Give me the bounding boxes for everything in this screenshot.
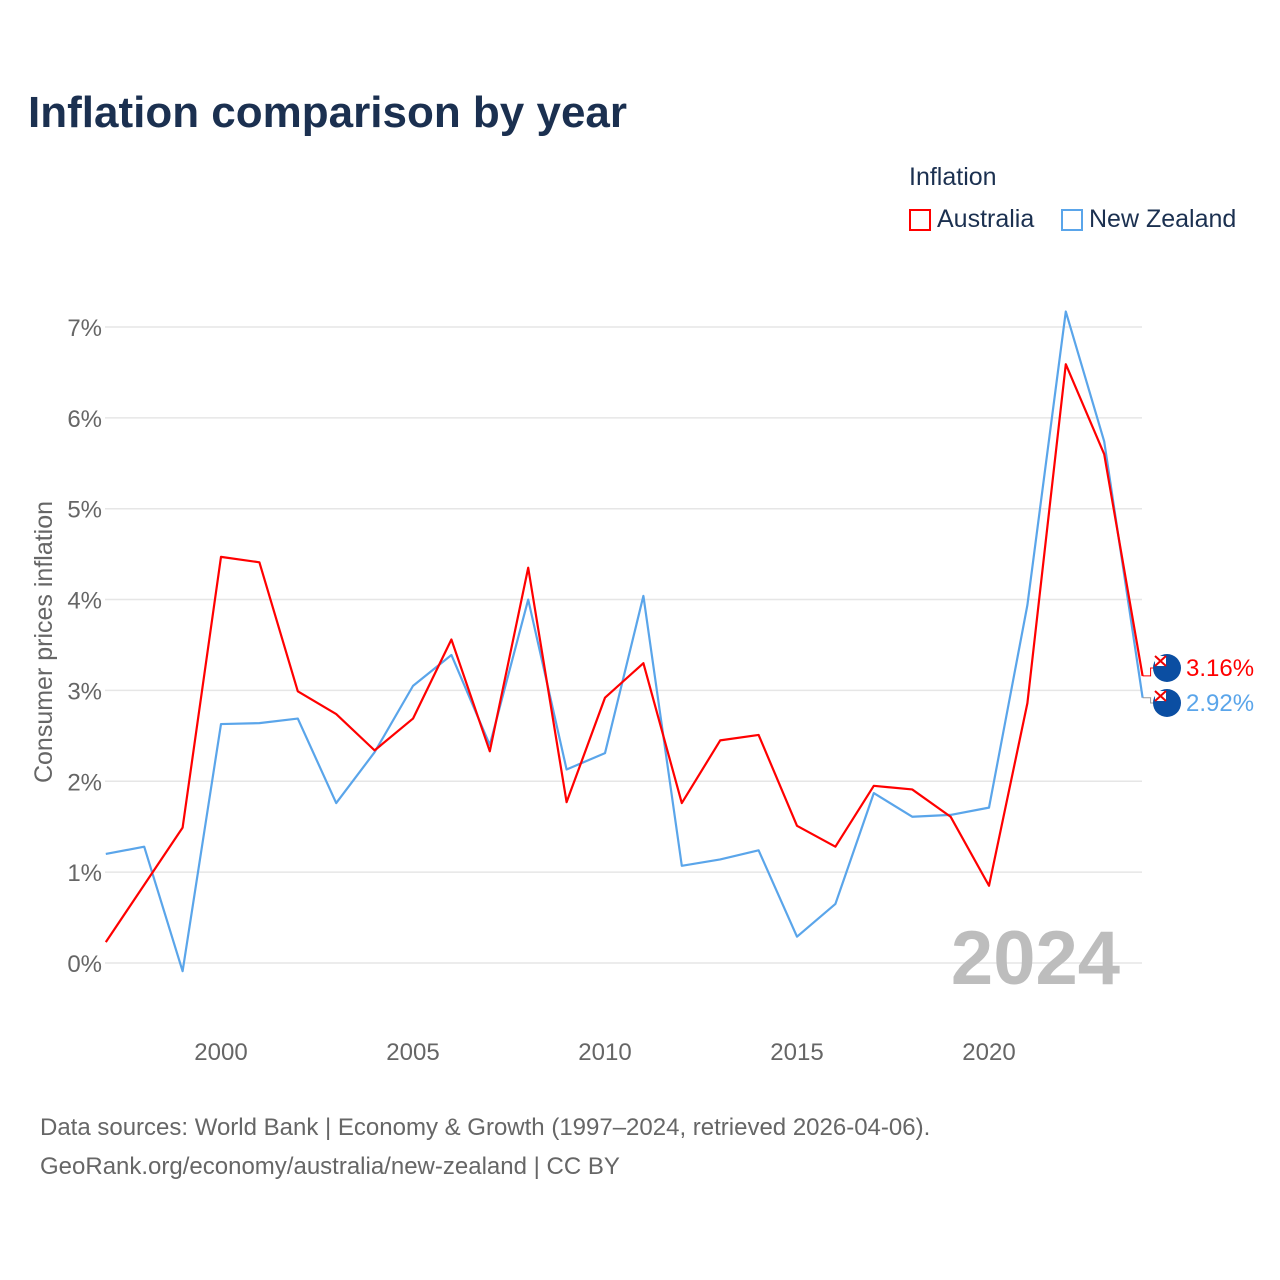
x-tick-label: 2005 — [386, 1039, 439, 1066]
y-tick-label: 3% — [67, 678, 102, 705]
y-tick-label: 6% — [67, 406, 102, 433]
source-line-2: GeoRank.org/economy/australia/new-zealan… — [40, 1153, 620, 1180]
y-tick-label: 0% — [67, 951, 102, 978]
x-tick-label: 2010 — [578, 1039, 631, 1066]
legend-item-new-zealand[interactable]: New Zealand — [1061, 205, 1236, 234]
year-watermark: 2024 — [951, 916, 1120, 1001]
flag-cross — [1154, 655, 1167, 667]
series-line-australia — [104, 363, 1144, 943]
legend-swatch-new-zealand — [1061, 208, 1083, 231]
y-tick-label: 4% — [67, 588, 102, 615]
end-value-label: 2.92% — [1186, 690, 1254, 717]
chart-title: Inflation comparison by year — [28, 88, 628, 137]
y-tick-label: 5% — [67, 497, 102, 524]
flag-cross — [1154, 690, 1167, 702]
y-tick-label: 1% — [67, 860, 102, 887]
legend-label: New Zealand — [1089, 205, 1237, 233]
x-tick-label: 2020 — [962, 1039, 1015, 1066]
x-tick-label: 2015 — [770, 1039, 823, 1066]
source-line-1: Data sources: World Bank | Economy & Gro… — [40, 1114, 931, 1141]
y-tick-label: 7% — [67, 315, 102, 342]
y-tick-label: 2% — [67, 769, 102, 796]
legend-label: Australia — [937, 205, 1035, 233]
x-tick-label: 2000 — [194, 1039, 247, 1066]
end-value-label: 3.16% — [1186, 655, 1254, 682]
legend-swatch-australia — [909, 208, 931, 231]
source-note: Data sources: World Bank | Economy & Gro… — [40, 1108, 930, 1186]
y-axis-label: Consumer prices inflation — [30, 501, 58, 783]
legend-title: Inflation — [909, 163, 997, 191]
legend-item-australia[interactable]: Australia — [909, 205, 1034, 234]
series-line-new-zealand — [105, 310, 1144, 973]
